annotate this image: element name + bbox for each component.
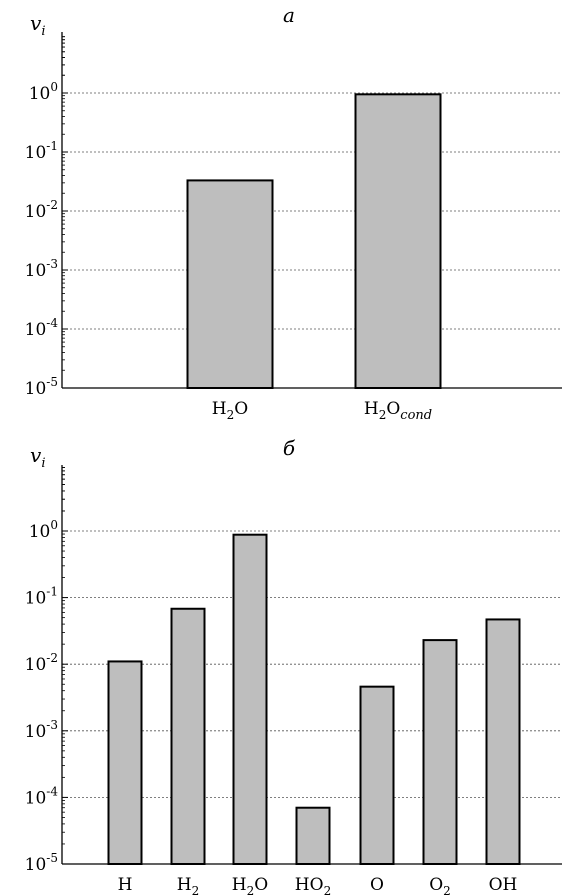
y-tick-label: 10-1 [25,139,58,163]
panel-title: б [283,436,296,460]
x-tick-label: H [118,875,133,895]
y-tick-label: 10-4 [25,316,59,340]
bar [295,806,331,866]
y-tick-label: 10-2 [25,651,58,675]
y-tick-label: 10-1 [25,585,58,609]
bar [422,639,458,866]
y-tick-label: 10-2 [25,198,58,222]
bar [485,618,521,866]
x-tick-label: OH [489,875,518,895]
x-tick-label: O [370,875,384,895]
y-tick-label: 10-4 [25,784,59,808]
y-tick-label: 10-5 [25,375,58,399]
x-tick-label: HO2 [295,875,331,896]
x-tick-label: H2Ocond [364,399,432,423]
x-tick-label: H2O [232,875,268,896]
y-tick-label: 10-3 [25,718,58,742]
x-tick-label: O2 [429,875,451,896]
bar [170,607,206,865]
y-tick-label: 100 [29,518,58,542]
bar [359,685,395,866]
y-axis-label: vi [30,443,45,471]
bar [107,660,143,865]
y-tick-label: 100 [29,80,58,104]
y-axis-label: vi [30,11,45,39]
chart-panel-1: 100 10-1 10-2 10-3 10-4 10-5 H2O H2Ocond а vi [25,3,562,423]
x-tick-label: H2O [212,399,248,422]
bar [354,93,442,390]
y-tick-label: 10-5 [25,851,58,875]
bar [186,179,274,389]
panel-title: а [283,3,295,27]
chart-panel-2: 100 10-1 10-2 10-3 10-4 10-5 H H2 H2O HO2 O O2 OH б vi [25,436,562,896]
bar [232,533,268,865]
x-tick-label: H2 [177,875,199,896]
y-tick-label: 10-3 [25,257,58,281]
